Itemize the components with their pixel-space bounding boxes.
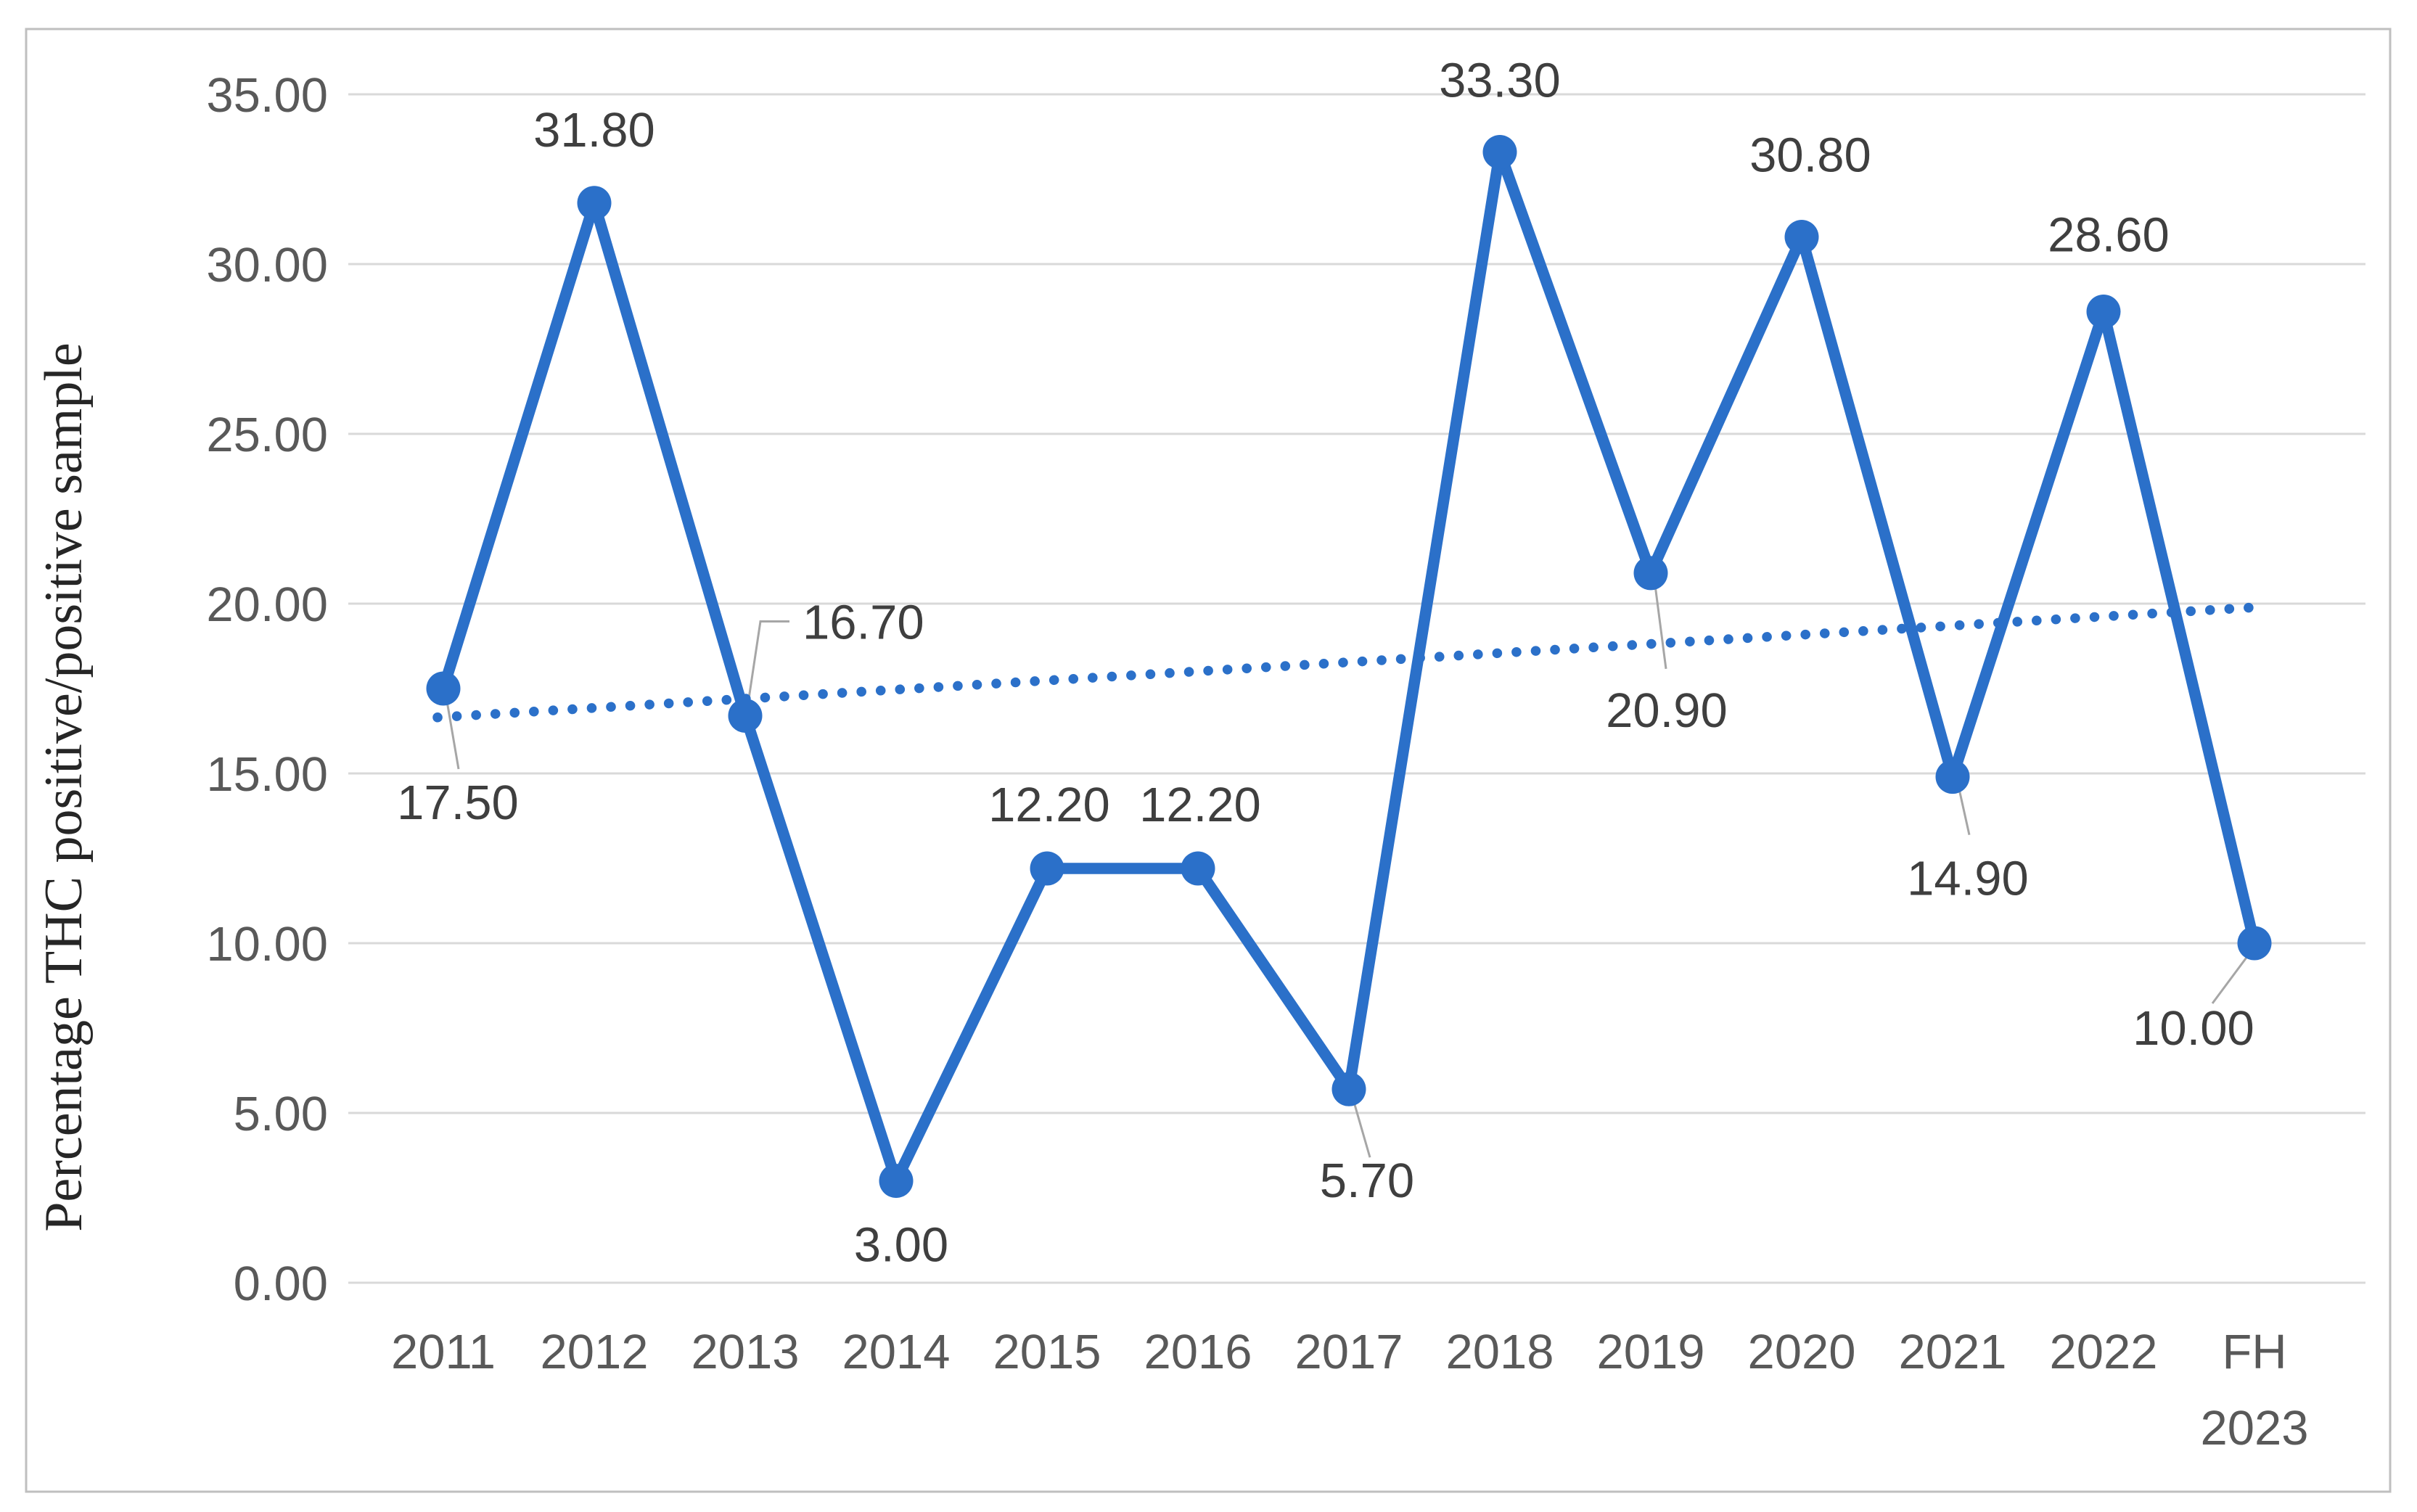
- data-label-2018: 33.30: [1439, 54, 1561, 108]
- data-point-2020: [1784, 220, 1819, 255]
- y-tick-label-25: 25.00: [206, 408, 328, 462]
- x-tick-label-fh-2023: FH 2023: [2200, 1325, 2308, 1455]
- gridlines: [348, 93, 2365, 1284]
- y-axis-title: Percentage THC positive/positive sample: [34, 342, 94, 1232]
- y-tick-label-30: 30.00: [206, 238, 328, 292]
- data-point-2018: [1482, 135, 1517, 170]
- leader-line-2017: [1351, 1096, 1371, 1158]
- data-point-2022: [2086, 295, 2121, 329]
- y-axis-tick-labels: 0.00 5.00 10.00 15.00 20.00 25.00 30.00 35.00: [206, 68, 328, 1311]
- data-point-2012: [577, 186, 612, 221]
- y-tick-label-10: 10.00: [206, 917, 328, 971]
- data-label-2017: 5.70: [1320, 1154, 1414, 1208]
- data-label-2013: 16.70: [803, 595, 924, 649]
- data-point-2011: [426, 671, 461, 706]
- data-point-2017: [1331, 1072, 1366, 1106]
- data-point-2014: [879, 1164, 914, 1199]
- data-point-2015: [1030, 851, 1064, 886]
- x-tick-label-2017: 2017: [1294, 1325, 1403, 1379]
- linear-trendline: [432, 601, 2265, 723]
- x-tick-label-2019: 2019: [1596, 1325, 1704, 1379]
- data-point-fh-2023: [2237, 926, 2272, 961]
- data-point-2016: [1181, 851, 1215, 886]
- data-label-2012: 31.80: [533, 103, 655, 157]
- x-tick-label-2014: 2014: [842, 1325, 950, 1379]
- leader-line-2013: [747, 620, 789, 704]
- chart-border: [25, 28, 2392, 1493]
- x-tick-label-2016: 2016: [1144, 1325, 1252, 1379]
- leader-line-fh-2023: [2211, 949, 2254, 1004]
- data-label-2020: 30.80: [1749, 128, 1871, 183]
- leader-line-2011: [444, 692, 460, 770]
- y-tick-label-35: 35.00: [206, 68, 328, 123]
- data-label-2022: 28.60: [2048, 208, 2170, 263]
- data-label-fh-2023: 10.00: [2133, 1001, 2254, 1056]
- data-label-2021: 14.90: [1907, 852, 2029, 906]
- y-tick-label-5: 5.00: [234, 1087, 328, 1141]
- trendline-dotted: [432, 601, 2265, 723]
- data-label-2011: 17.50: [397, 776, 519, 830]
- data-point-2021: [1935, 760, 1970, 794]
- x-axis-tick-labels: 2011 2012 2013 2014 2015 2016 2017 2018 2019 2020…: [391, 1325, 2309, 1455]
- x-tick-label-2018: 2018: [1445, 1325, 1554, 1379]
- x-tick-label-2015: 2015: [993, 1325, 1101, 1379]
- data-label-2019: 20.90: [1606, 683, 1728, 738]
- leader-line-2019: [1653, 579, 1667, 670]
- y-tick-label-20: 20.00: [206, 578, 328, 632]
- data-point-markers: [426, 135, 2272, 1199]
- data-point-2019: [1633, 556, 1668, 591]
- y-tick-label-15: 15.00: [206, 747, 328, 802]
- data-labels: 17.50 31.80 16.70 3.00 12.20 12.20 5.70 33.30 20…: [397, 54, 2254, 1273]
- data-point-2013: [728, 698, 763, 733]
- data-label-2014: 3.00: [854, 1218, 948, 1273]
- data-label-2015: 12.20: [988, 778, 1110, 832]
- x-tick-label-2022: 2022: [2049, 1325, 2157, 1379]
- x-tick-label-2012: 2012: [540, 1325, 648, 1379]
- x-tick-label-2020: 2020: [1747, 1325, 1855, 1379]
- y-tick-label-0: 0.00: [234, 1257, 328, 1311]
- x-tick-label-2011: 2011: [391, 1325, 496, 1379]
- data-label-2016: 12.20: [1139, 778, 1261, 832]
- x-tick-label-2021: 2021: [1898, 1325, 2006, 1379]
- x-tick-label-2013: 2013: [691, 1325, 799, 1379]
